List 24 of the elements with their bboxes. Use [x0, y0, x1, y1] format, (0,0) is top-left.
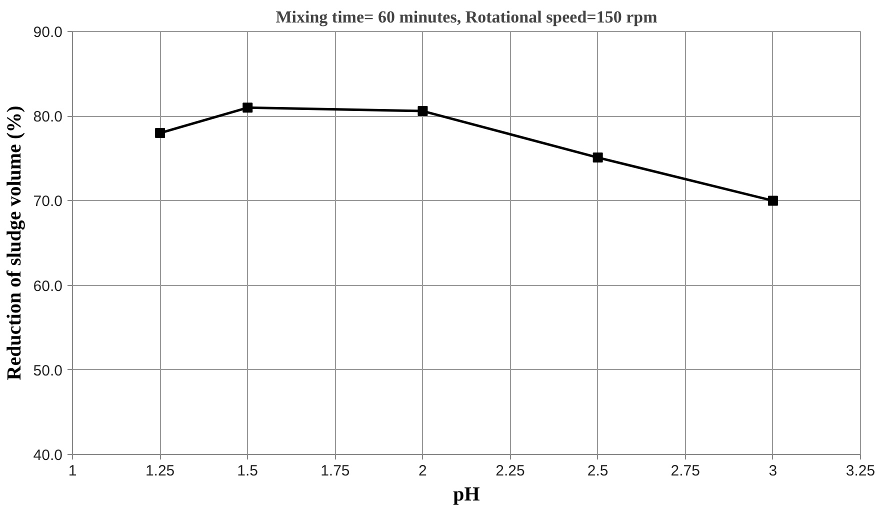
point — [155, 128, 166, 138]
chart-title: Mixing time= 60 minutes, Rotational speed=150 rpm — [276, 8, 658, 26]
x-tick-label: 1.75 — [320, 462, 350, 480]
point — [418, 106, 428, 116]
y-tick-label: 60.0 — [33, 278, 63, 295]
y-tick-label: 80.0 — [33, 108, 63, 126]
x-tick-label: 3.25 — [846, 462, 876, 480]
point — [592, 152, 603, 163]
point — [242, 102, 253, 113]
x-tick-label: 2.5 — [587, 462, 608, 480]
y-tick-label: 40.0 — [33, 447, 63, 464]
point — [768, 196, 778, 206]
x-tick-label: 1.25 — [145, 462, 175, 480]
x-tick-label: 2 — [418, 462, 427, 480]
x-tick-label: 2.75 — [670, 462, 700, 480]
y-axis-title: Reduction of sludge volume (%) — [3, 106, 26, 380]
x-axis-title: pH — [453, 484, 480, 506]
y-tick-label: 70.0 — [33, 193, 63, 210]
x-tick-label: 2.25 — [496, 462, 525, 480]
x-tick-label: 1.5 — [237, 462, 258, 480]
y-tick-label: 90.0 — [33, 24, 63, 41]
x-tick-label: 1 — [68, 462, 77, 480]
x-tick-label: 3 — [768, 462, 778, 480]
y-tick-label: 50.0 — [33, 362, 63, 380]
